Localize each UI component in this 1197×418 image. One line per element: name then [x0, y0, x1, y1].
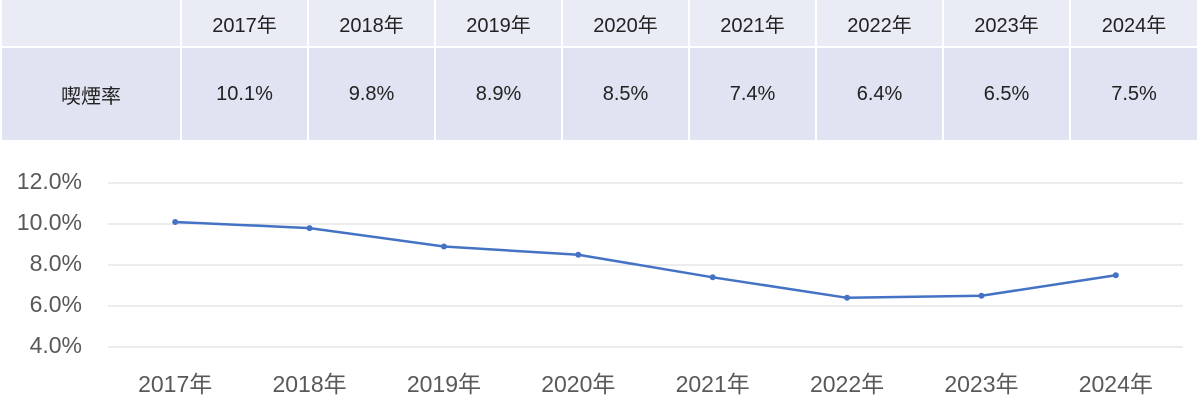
marker — [1112, 272, 1119, 279]
header-cell: 2021年 — [688, 0, 816, 48]
data-cell: 6.4% — [815, 47, 943, 142]
x-tick-label: 2024年 — [1079, 371, 1153, 397]
x-tick-label: 2018年 — [272, 371, 346, 397]
chart: 4.0% 6.0% 8.0% 10.0% 12.0% 2017年 2018年 2019年 202… — [17, 168, 1183, 397]
marker — [306, 225, 313, 232]
data-table: 2017年 2018年 2019年 2020年 2021年 2022年 2023年 2024年… — [0, 0, 1197, 142]
marker — [575, 251, 582, 258]
y-tick-label: 10.0% — [17, 209, 82, 235]
data-cell: 10.1% — [180, 47, 308, 142]
marker — [440, 243, 447, 250]
marker — [709, 274, 716, 281]
marker — [844, 294, 851, 301]
data-cell: 7.5% — [1069, 47, 1197, 142]
data-cell: 9.8% — [307, 47, 435, 142]
header-cell: 2019年 — [434, 0, 562, 48]
y-tick-label: 4.0% — [30, 332, 82, 358]
header-cell: 2022年 — [815, 0, 943, 48]
header-cell: 2023年 — [942, 0, 1070, 48]
header-cell: 2024年 — [1069, 0, 1197, 48]
data-cell: 8.5% — [561, 47, 689, 142]
data-cell: 7.4% — [688, 47, 816, 142]
data-cell: 6.5% — [942, 47, 1070, 142]
x-tick-label: 2022年 — [810, 371, 884, 397]
data-cell: 8.9% — [434, 47, 562, 142]
header-cell: 2018年 — [307, 0, 435, 48]
x-tick-label: 2019年 — [407, 371, 481, 397]
x-tick-label: 2017年 — [138, 371, 212, 397]
data-row: 喫煙率 10.1% 9.8% 8.9% 8.5% 7.4% 6.4% 6.5% 7.5% — [0, 47, 1197, 142]
header-cell: 2020年 — [561, 0, 689, 48]
x-tick-label: 2023年 — [944, 371, 1018, 397]
x-tick-label: 2021年 — [676, 371, 750, 397]
y-tick-label: 6.0% — [30, 291, 82, 317]
header-cell: 2017年 — [180, 0, 308, 48]
row-label: 喫煙率 — [0, 47, 181, 142]
header-row: 2017年 2018年 2019年 2020年 2021年 2022年 2023年 2024年 — [0, 0, 1197, 48]
marker — [172, 218, 179, 225]
x-tick-label: 2020年 — [541, 371, 615, 397]
line — [175, 220, 1116, 300]
corner-cell — [0, 0, 181, 48]
y-tick-label: 12.0% — [17, 168, 82, 194]
marker — [978, 292, 985, 299]
y-tick-label: 8.0% — [30, 250, 82, 276]
